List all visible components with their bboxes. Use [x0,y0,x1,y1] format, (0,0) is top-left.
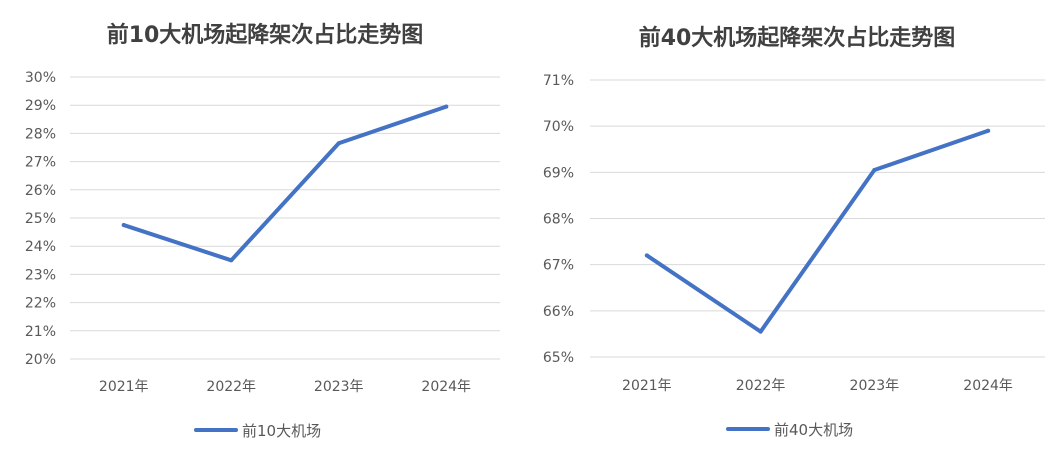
x-tick-label: 2024年 [963,378,1013,394]
y-tick-label: 27% [25,155,56,171]
x-tick-label: 2022年 [206,379,256,395]
y-tick-label: 30% [25,70,56,86]
data-point [644,253,649,258]
y-tick-label: 25% [25,211,56,227]
data-point [758,329,763,334]
y-tick-label: 67% [543,258,574,274]
y-tick-label: 70% [543,119,574,135]
y-tick-label: 28% [25,126,56,142]
y-tick-label: 21% [25,324,56,340]
y-tick-label: 22% [25,296,56,312]
y-tick-label: 20% [25,352,56,368]
series-line [121,104,449,263]
data-point [229,258,234,263]
chart-title: 前10大机场起降架次占比走势图 [107,22,424,48]
x-tick-label: 2024年 [421,379,471,395]
chart-top40-svg: 前40大机场起降架次占比走势图 65% 66% 67% 68% 69% 70% 71% 2021… [543,25,1045,439]
y-tick-label: 69% [543,165,574,181]
series-line [644,128,991,334]
y-tick-label: 71% [543,73,574,89]
data-point [444,104,449,109]
chart-top10-svg: 前10大机场起降架次占比走势图 20% 21% 22% 23% 24% 25% 26% 27% 2… [25,22,500,440]
x-tick-label: 2021年 [622,378,672,394]
data-point [872,168,877,173]
legend-label: 前10大机场 [242,422,321,440]
y-tick-label: 26% [25,183,56,199]
data-point [121,223,126,228]
chart-title: 前40大机场起降架次占比走势图 [639,25,956,51]
y-tick-label: 29% [25,98,56,114]
x-tick-label: 2023年 [850,378,900,394]
x-tick-label: 2022年 [736,378,786,394]
legend-label: 前40大机场 [774,421,853,439]
x-tick-label: 2021年 [99,379,149,395]
data-point [986,128,991,133]
y-tick-label: 65% [543,350,574,366]
y-tick-label: 23% [25,267,56,283]
chart-panel-top40: 前40大机场起降架次占比走势图 65% 66% 67% 68% 69% 70% 71% 2021… [520,0,1057,449]
x-tick-label: 2023年 [314,379,364,395]
y-tick-label: 68% [543,212,574,228]
chart-panel-top10: 前10大机场起降架次占比走势图 20% 21% 22% 23% 24% 25% 26% 27% 2… [0,0,520,449]
data-point [336,141,341,146]
y-tick-label: 66% [543,304,574,320]
y-tick-label: 24% [25,239,56,255]
